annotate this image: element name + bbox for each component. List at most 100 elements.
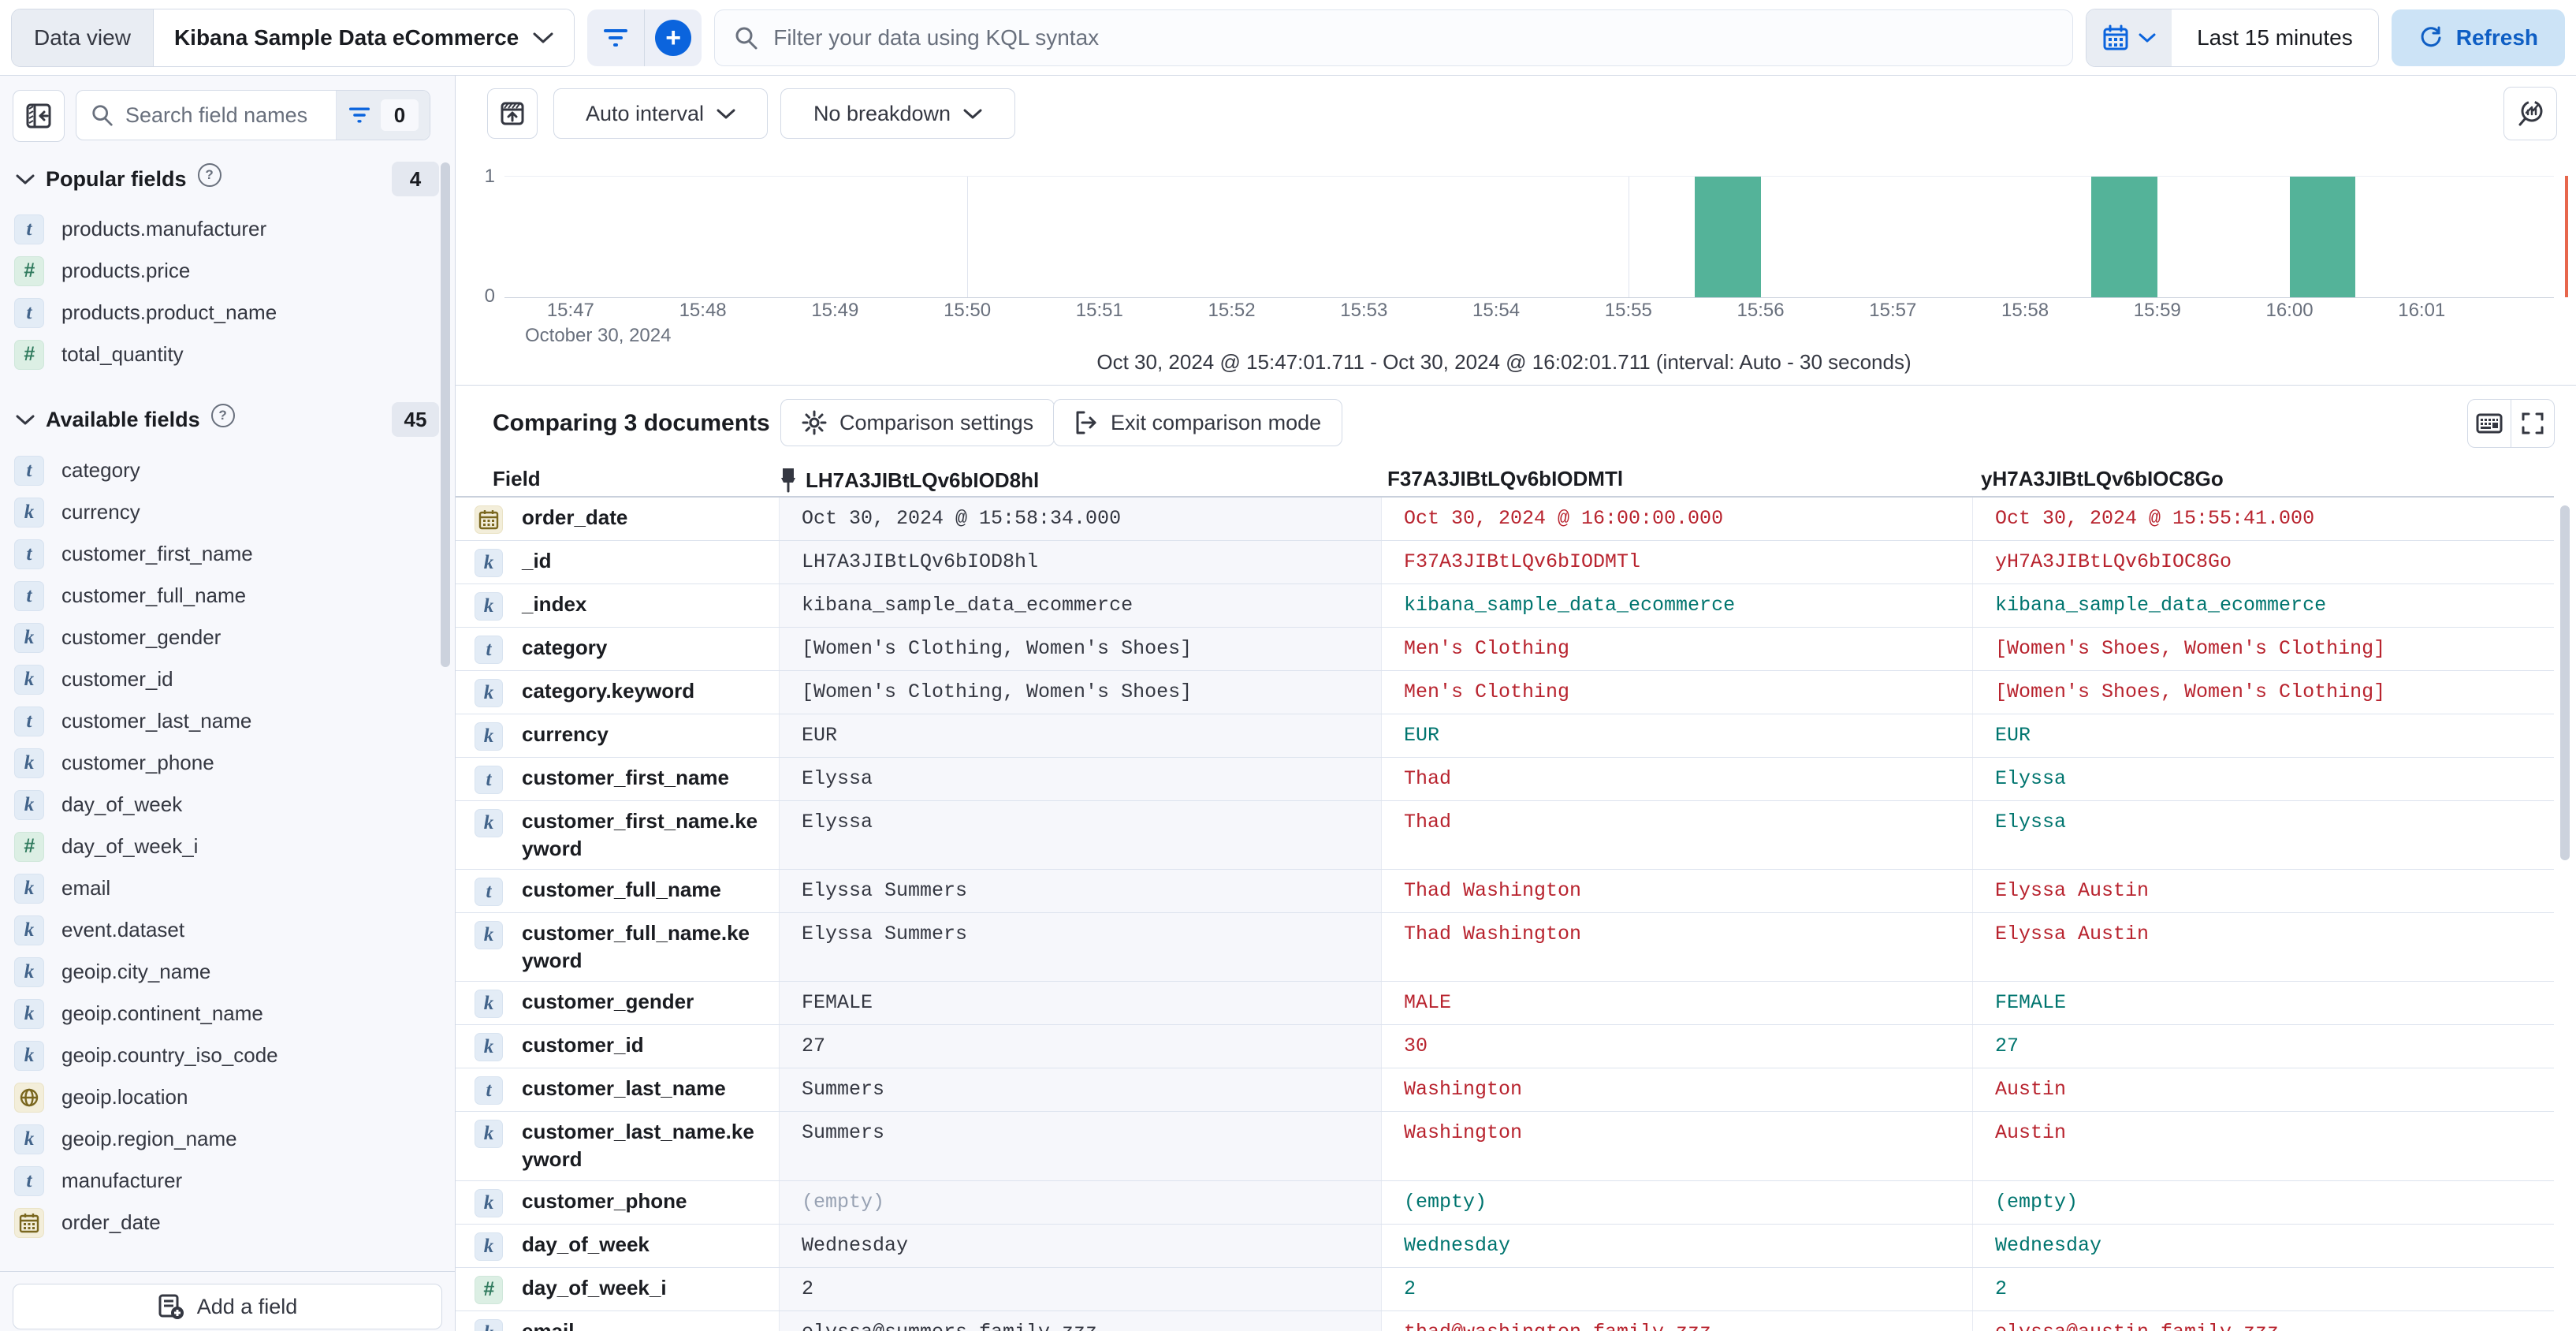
table-row[interactable]: k category.keyword [Women's Clothing, Wome…: [456, 671, 2554, 714]
pin-icon: [779, 467, 798, 494]
table-row[interactable]: k customer_gender FEMALE MALE FEMALE: [456, 982, 2554, 1026]
keyword-field-icon: k: [475, 1232, 503, 1261]
field-list-item[interactable]: geoip.location: [0, 1076, 455, 1118]
filter-icon-button[interactable]: [587, 9, 644, 66]
add-filter-button[interactable]: +: [644, 9, 702, 66]
table-scrollbar[interactable]: [2560, 505, 2570, 860]
field-list-item[interactable]: k geoip.continent_name: [0, 993, 455, 1035]
chevron-down-icon: [963, 108, 982, 120]
histogram-plot[interactable]: [504, 176, 2554, 298]
field-list-item[interactable]: t customer_last_name: [0, 700, 455, 742]
table-row[interactable]: k currency EUR EUR EUR: [456, 714, 2554, 758]
data-view-picker[interactable]: Data view Kibana Sample Data eCommerce: [11, 8, 575, 67]
field-list-item[interactable]: # products.price: [0, 250, 455, 292]
table-row[interactable]: k customer_full_name.keyword Elyssa Summer…: [456, 913, 2554, 982]
interval-select[interactable]: Auto interval: [553, 88, 768, 139]
table-row[interactable]: k customer_first_name.keyword Elyssa Thad El…: [456, 801, 2554, 871]
field-list-item[interactable]: k customer_phone: [0, 742, 455, 784]
date-field-icon: [14, 1207, 44, 1238]
field-list-item[interactable]: t manufacturer: [0, 1160, 455, 1202]
field-list-item[interactable]: # day_of_week_i: [0, 826, 455, 867]
edit-visualization-button[interactable]: [2503, 87, 2557, 140]
table-row[interactable]: k customer_phone (empty) (empty) (empty): [456, 1180, 2554, 1225]
table-row[interactable]: t customer_full_name Elyssa Summers Thad Wa…: [456, 870, 2554, 914]
base-doc-value: Elyssa: [779, 801, 1381, 870]
field-name: _id: [522, 549, 552, 572]
x-tick-label: 15:56: [1737, 300, 1785, 321]
field-list-item[interactable]: t products.manufacturer: [0, 208, 455, 250]
comparison-value: Thad Washington: [1381, 870, 1972, 913]
histogram-bar[interactable]: [2289, 177, 2356, 297]
field-label: geoip.city_name: [61, 960, 211, 983]
add-field-button[interactable]: Add a field: [13, 1284, 442, 1329]
table-row[interactable]: k day_of_week Wednesday Wednesday Wednesday: [456, 1224, 2554, 1268]
table-row[interactable]: k _id LH7A3JIBtLQv6bIOD8hl F37A3JIBtLQv6bIO…: [456, 541, 2554, 584]
field-label: geoip.country_iso_code: [61, 1043, 278, 1067]
refresh-button[interactable]: Refresh: [2391, 9, 2565, 66]
table-row[interactable]: k customer_last_name.keyword Summers Washin…: [456, 1112, 2554, 1181]
field-column-header[interactable]: Field: [493, 467, 541, 490]
field-list-item[interactable]: k event.dataset: [0, 909, 455, 951]
kql-search-bar[interactable]: Filter your data using KQL syntax: [714, 9, 2074, 66]
field-list-item[interactable]: k email: [0, 867, 455, 909]
field-label: customer_phone: [61, 751, 214, 774]
keyboard-icon: [2476, 413, 2503, 434]
histogram-bar[interactable]: [2090, 177, 2157, 297]
sidebar-scrollbar[interactable]: [441, 162, 450, 667]
field-list-item[interactable]: k currency: [0, 491, 455, 533]
field-search-input[interactable]: Search field names 0: [76, 90, 430, 140]
keyword-field-icon: k: [475, 722, 503, 751]
field-list-item[interactable]: t customer_full_name: [0, 575, 455, 617]
field-name: customer_first_name: [522, 766, 729, 789]
field-list-item[interactable]: k geoip.region_name: [0, 1118, 455, 1160]
field-list-item[interactable]: k customer_id: [0, 658, 455, 700]
field-list-item[interactable]: k geoip.city_name: [0, 951, 455, 993]
field-list-item[interactable]: order_date: [0, 1202, 455, 1243]
doc3-column-header[interactable]: yH7A3JIBtLQv6bIOC8Go: [1981, 467, 2224, 491]
keyword-field-icon: k: [475, 921, 503, 950]
field-list-item[interactable]: k geoip.country_iso_code: [0, 1035, 455, 1076]
fullscreen-icon: [2520, 411, 2545, 436]
calendar-menu-button[interactable]: [2086, 9, 2172, 66]
keyword-field-icon: k: [14, 873, 44, 904]
collapse-sidebar-button[interactable]: [13, 90, 65, 142]
table-row[interactable]: t category [Women's Clothing, Women's Shoe…: [456, 628, 2554, 671]
table-row[interactable]: order_date Oct 30, 2024 @ 15:58:34.000 Oct…: [456, 498, 2554, 541]
table-row[interactable]: k email elyssa@summers-family.zzzthad@wash…: [456, 1310, 2554, 1331]
popular-fields-header[interactable]: Popular fields ? 4: [0, 160, 455, 198]
available-fields-header[interactable]: Available fields ? 45: [0, 401, 455, 438]
table-row[interactable]: # day_of_week_i 2 2 2: [456, 1267, 2554, 1311]
breakdown-select[interactable]: No breakdown: [780, 88, 1015, 139]
x-tick-label: 15:48: [679, 300, 727, 321]
field-filter-controls[interactable]: 0: [336, 91, 430, 140]
table-row[interactable]: t customer_last_name Summers Washington Aust…: [456, 1068, 2554, 1113]
x-tick-label: 16:00: [2265, 300, 2314, 321]
table-row[interactable]: k _index kibana_sample_data_ecommerce kiban…: [456, 584, 2554, 628]
histogram-bar[interactable]: [1694, 177, 1761, 297]
doc2-column-header[interactable]: F37A3JIBtLQv6bIODMTl: [1387, 467, 1623, 491]
field-list-item[interactable]: # total_quantity: [0, 334, 455, 375]
number-field-icon: #: [14, 255, 44, 286]
table-row[interactable]: t customer_first_name Elyssa Thad Elyssa: [456, 758, 2554, 801]
table-row[interactable]: k customer_id 27 30 27: [456, 1025, 2554, 1069]
doc-id: yH7A3JIBtLQv6bIOC8Go: [1981, 467, 2224, 490]
fullscreen-button[interactable]: [2511, 400, 2554, 447]
comparison-value: Elyssa Austin: [1972, 913, 2554, 982]
comparison-settings-button[interactable]: Comparison settings: [780, 399, 1055, 446]
field-list-item[interactable]: t products.product_name: [0, 292, 455, 334]
hide-chart-button[interactable]: [487, 88, 538, 139]
keyboard-shortcuts-button[interactable]: [2468, 400, 2511, 447]
exit-comparison-button[interactable]: Exit comparison mode: [1053, 399, 1343, 446]
chevron-down-icon: [717, 108, 735, 120]
field-list-item[interactable]: t category: [0, 449, 455, 491]
field-label: total_quantity: [61, 342, 184, 366]
base-doc-column-header[interactable]: LH7A3JIBtLQv6bIOD8hl: [779, 467, 1039, 494]
time-range-value[interactable]: Last 15 minutes: [2172, 9, 2378, 66]
data-view-value[interactable]: Kibana Sample Data eCommerce: [153, 9, 575, 66]
text-field-icon: t: [14, 539, 44, 569]
field-list-item[interactable]: k day_of_week: [0, 784, 455, 826]
field-list-item[interactable]: t customer_first_name: [0, 533, 455, 575]
field-list-item[interactable]: k customer_gender: [0, 617, 455, 658]
base-doc-value: Elyssa: [779, 758, 1381, 800]
comparison-value: 30: [1381, 1025, 1972, 1068]
